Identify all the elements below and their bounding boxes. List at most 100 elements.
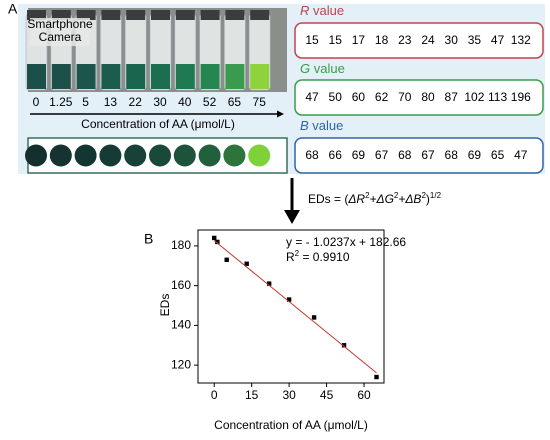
value: 24 — [421, 33, 435, 47]
value-box — [294, 137, 544, 174]
vial-cap — [200, 10, 220, 20]
data-point — [244, 261, 249, 266]
value: 30 — [445, 33, 459, 47]
data-point — [286, 297, 292, 302]
value: 15 — [329, 33, 343, 47]
value: 67 — [375, 148, 389, 162]
y-tick-label: 140 — [171, 318, 191, 332]
vial-cap — [126, 10, 146, 20]
vial-liquid — [27, 64, 46, 89]
value-symbol: G — [300, 61, 310, 76]
data-point — [212, 235, 217, 241]
x-tick-label: 30 — [282, 388, 296, 402]
vial-cap — [101, 10, 121, 20]
vial-liquid — [151, 64, 170, 89]
y-tick-label: 160 — [171, 278, 191, 292]
value: 23 — [398, 33, 412, 47]
value: 68 — [445, 148, 459, 162]
value: 196 — [511, 90, 531, 104]
value: 17 — [352, 33, 366, 47]
value: 68 — [398, 148, 412, 162]
vial-cap — [151, 10, 170, 20]
color-circle — [223, 144, 246, 167]
vial-liquid — [250, 64, 270, 89]
value: 62 — [375, 90, 389, 104]
value: 47 — [491, 33, 505, 47]
value: 65 — [491, 148, 505, 162]
data-point — [341, 343, 347, 348]
formula-part: ) — [426, 192, 430, 206]
value: 102 — [464, 90, 484, 104]
concentration-label: 52 — [203, 95, 217, 109]
vial-cap — [51, 10, 71, 20]
vial-cap — [76, 10, 96, 20]
value: 60 — [352, 90, 366, 104]
camera-label: Smartphone — [27, 17, 93, 31]
concentration-label: 5 — [82, 95, 89, 109]
color-circle — [74, 144, 97, 167]
concentration-label: 40 — [178, 95, 192, 109]
value: 69 — [468, 148, 482, 162]
vial-liquid — [51, 64, 71, 89]
down-arrow-head — [284, 210, 300, 224]
axis-label: Concentration of AA (μmol/L) — [81, 117, 235, 131]
vial-liquid — [200, 64, 220, 89]
superscript: 2 — [365, 191, 370, 200]
vial-liquid — [126, 64, 146, 89]
value: 113 — [488, 90, 507, 104]
concentration-label: 1.25 — [49, 95, 73, 109]
value: 132 — [511, 33, 531, 47]
data-point — [215, 239, 220, 245]
fit-line — [213, 240, 377, 374]
value: 87 — [445, 90, 459, 104]
x-tick-label: 0 — [211, 388, 218, 402]
vial-liquid — [76, 64, 96, 89]
concentration-label: 30 — [153, 95, 167, 109]
value-title: G value — [300, 61, 345, 76]
color-circle — [149, 144, 171, 167]
formula: EDs = (ΔR2+ΔG2+ΔB2)1/2 — [308, 191, 442, 207]
x-axis-label: Concentration of AA (μmol/L) — [214, 418, 368, 432]
color-circle — [25, 144, 47, 167]
color-circle — [173, 144, 196, 167]
y-tick-label: 180 — [171, 238, 191, 252]
y-axis-label: EDs — [158, 294, 172, 317]
color-circle — [198, 144, 221, 167]
vial-cap — [27, 10, 46, 20]
value: 69 — [352, 148, 366, 162]
panel-label: A — [8, 1, 18, 17]
formula-part: +ΔG — [370, 192, 394, 206]
camera-label: Camera — [39, 30, 82, 44]
data-point — [311, 315, 317, 320]
vial-cap — [175, 10, 195, 20]
value: 68 — [305, 148, 319, 162]
data-point — [224, 257, 229, 263]
formula-part: EDs = ( — [308, 192, 348, 206]
concentration-label: 22 — [129, 95, 143, 109]
value-box — [294, 79, 544, 116]
superscript: 2 — [394, 191, 399, 200]
vial-liquid — [101, 64, 121, 89]
vial-liquid — [175, 64, 195, 89]
value: 70 — [398, 90, 412, 104]
data-point — [266, 281, 272, 286]
value: 35 — [468, 33, 482, 47]
value: 15 — [305, 33, 319, 47]
formula-part: ΔR — [347, 192, 365, 206]
value-word: value — [312, 118, 343, 133]
vial-cap — [250, 10, 270, 20]
arrow-head — [277, 110, 284, 118]
value-word: value — [314, 61, 345, 76]
x-tick-label: 15 — [245, 388, 259, 402]
value-title: R value — [300, 3, 344, 18]
value: 47 — [305, 90, 319, 104]
color-circle — [99, 144, 122, 167]
color-circle — [49, 144, 72, 167]
concentration-label: 0 — [33, 95, 40, 109]
plot-frame — [197, 229, 385, 384]
formula-part: +ΔB — [398, 192, 421, 206]
concentration-label: 75 — [253, 95, 267, 109]
r-squared-part: = 0.9910 — [299, 250, 350, 264]
value-symbol: R — [300, 3, 309, 18]
